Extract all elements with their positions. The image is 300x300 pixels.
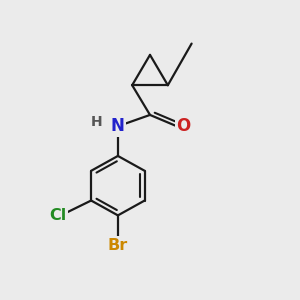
Text: O: O (176, 117, 190, 135)
Text: N: N (111, 117, 125, 135)
Text: Cl: Cl (49, 208, 67, 223)
Text: H: H (91, 115, 102, 129)
Text: Br: Br (108, 238, 128, 253)
